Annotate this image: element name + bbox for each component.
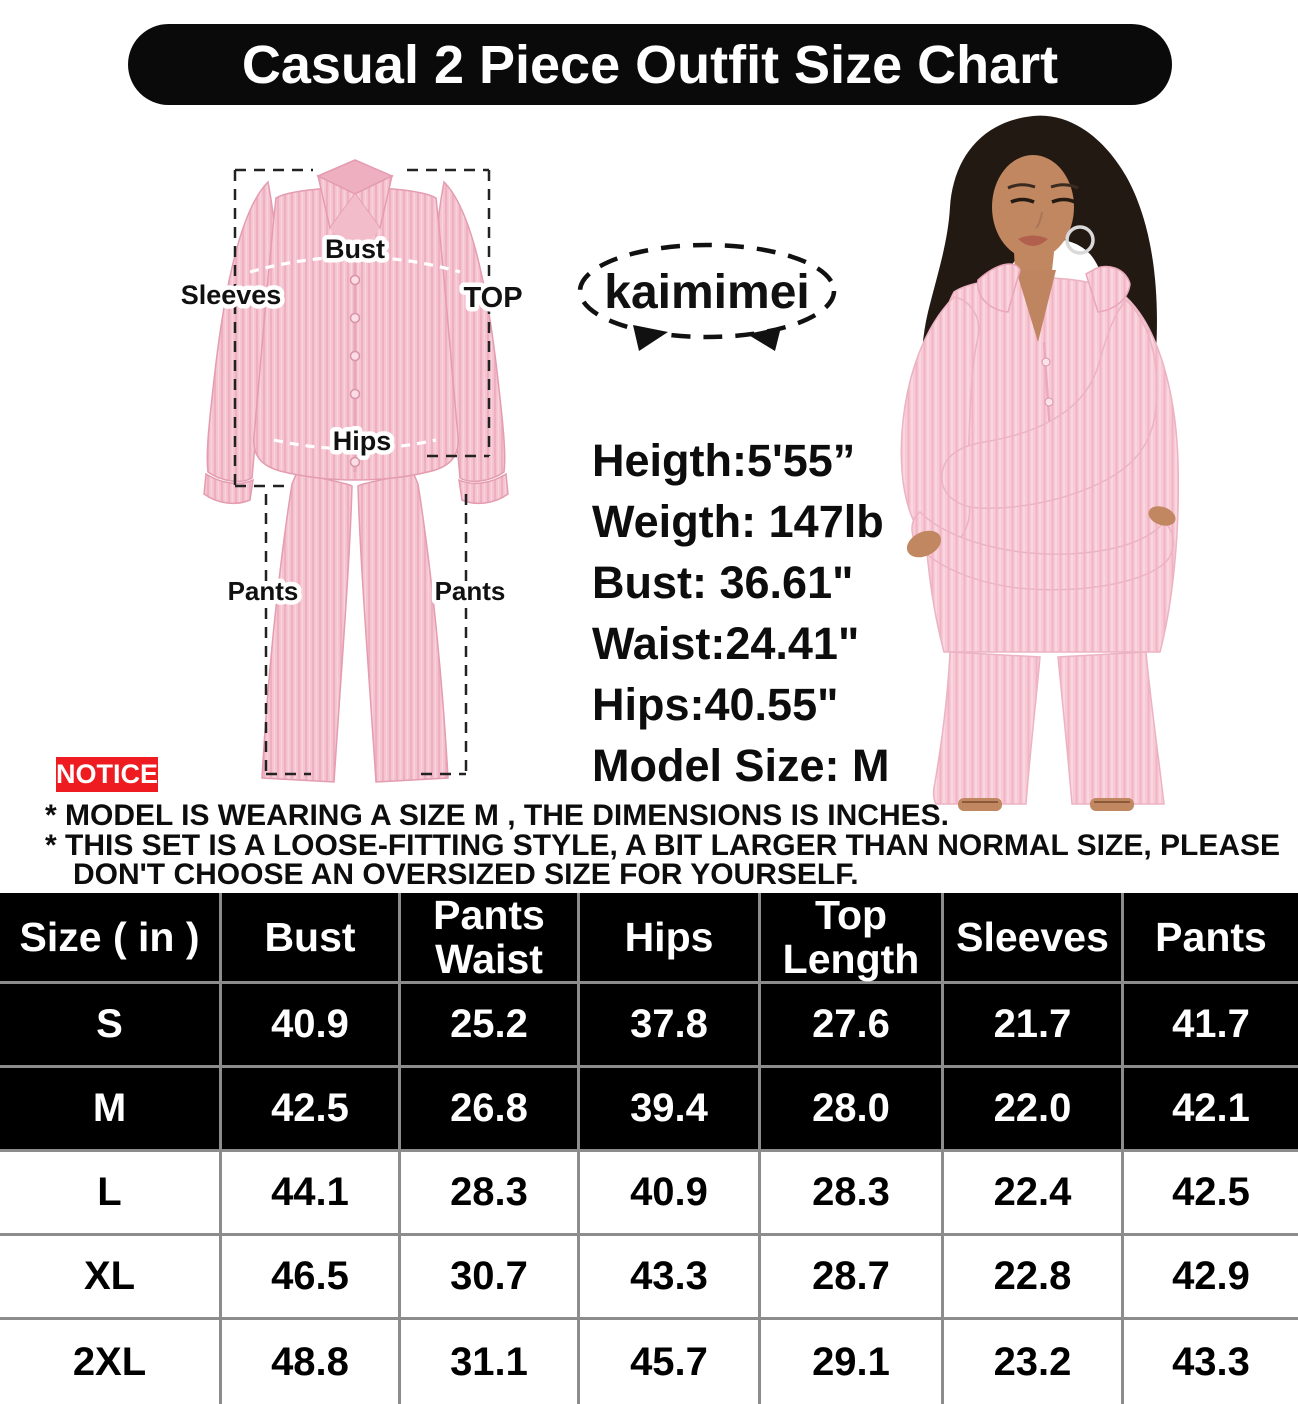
size-table-value-cell: 22.4	[944, 1152, 1121, 1233]
diagram-label-pants-right: Pants	[435, 576, 506, 606]
size-table-value-cell: 42.5	[1124, 1152, 1298, 1233]
model-photo-illustration	[900, 115, 1180, 811]
size-table-header-cell: Pants	[1124, 893, 1298, 981]
brand-logo-arrow-left	[633, 325, 668, 351]
diagram-pants	[261, 468, 449, 783]
size-table-header-cell: Hips	[580, 893, 758, 981]
size-table-row-label: L	[0, 1152, 219, 1233]
size-table-header-cell: Bust	[222, 893, 398, 981]
size-table-row-label: XL	[0, 1236, 219, 1317]
diagram-measure-lines	[233, 168, 491, 776]
model-info-waist: Waist:24.41"	[592, 618, 860, 669]
size-table-value-cell: 30.7	[401, 1236, 577, 1317]
model-face	[992, 155, 1074, 259]
size-table-value-cell: 29.1	[761, 1320, 941, 1404]
diagram-label-bust: Bust	[325, 234, 385, 264]
diagram-curve-lines	[249, 255, 461, 451]
size-table-value-cell: 25.2	[401, 984, 577, 1065]
model-feet	[958, 798, 1134, 811]
model-face-features	[1007, 183, 1079, 246]
size-table-value-cell: 44.1	[222, 1152, 398, 1233]
size-table-row-label: M	[0, 1068, 219, 1149]
size-table-header-cell: Sleeves	[944, 893, 1121, 981]
brand-logo-arrow-right	[747, 327, 781, 351]
size-table-row-label: S	[0, 984, 219, 1065]
model-info-size: Model Size: M	[592, 740, 890, 791]
notice-notes: * MODEL IS WEARING A SIZE M , THE DIMENS…	[45, 801, 1295, 890]
model-info-hips: Hips:40.55"	[592, 679, 839, 730]
model-hand-left	[906, 530, 942, 558]
notice-label: NOTICE	[56, 759, 159, 789]
model-pants	[932, 651, 1165, 805]
size-table-value-cell: 42.1	[1124, 1068, 1298, 1149]
size-table-value-cell: 28.3	[401, 1152, 577, 1233]
page-title: Casual 2 Piece Outfit Size Chart	[241, 34, 1059, 95]
model-chest	[1016, 270, 1056, 342]
size-table-value-cell: 45.7	[580, 1320, 758, 1404]
note-line-2: * THIS SET IS A LOOSE-FITTING STYLE, A B…	[45, 828, 1281, 862]
size-table-value-cell: 48.8	[222, 1320, 398, 1404]
model-hand-right	[1148, 506, 1176, 526]
size-table-value-cell: 31.1	[401, 1320, 577, 1404]
model-hoop-earring-icon	[1065, 225, 1095, 255]
model-collar	[977, 263, 1131, 313]
size-table-value-cell: 43.3	[580, 1236, 758, 1317]
size-table-value-cell: 23.2	[944, 1320, 1121, 1404]
size-table-value-cell: 27.6	[761, 984, 941, 1065]
size-table-value-cell: 39.4	[580, 1068, 758, 1149]
note-line-1: * MODEL IS WEARING A SIZE M , THE DIMENS…	[45, 799, 949, 832]
size-table-row-label: 2XL	[0, 1320, 219, 1404]
size-table-value-cell: 40.9	[222, 984, 398, 1065]
diagram-label-sleeves: Sleeves	[181, 280, 282, 310]
model-info-height: Heigth:5'55”	[592, 435, 856, 486]
brand-logo-ellipse	[577, 242, 837, 340]
size-table-header-cell: Pants Waist	[401, 893, 577, 981]
size-table-value-cell: 22.8	[944, 1236, 1121, 1317]
note-line-2-continuation: DON'T CHOOSE AN OVERSIZED SIZE FOR YOURS…	[73, 858, 859, 891]
notice-badge: NOTICE	[56, 757, 158, 792]
diagram-shirt-sleeves	[203, 180, 509, 505]
brand-logo: kaimimei	[577, 242, 837, 351]
diagram-label-hips: Hips	[333, 426, 392, 456]
size-table-value-cell: 22.0	[944, 1068, 1121, 1149]
garment-diagram: Bust Sleeves TOP Hips Pants Pants	[176, 159, 527, 783]
model-info-bust: Bust: 36.61"	[592, 557, 854, 608]
diagram-label-top: TOP	[463, 282, 522, 314]
model-crossed-arms	[900, 296, 1174, 591]
size-table-value-cell: 37.8	[580, 984, 758, 1065]
size-table-value-cell: 28.3	[761, 1152, 941, 1233]
brand-name: kaimimei	[604, 266, 809, 319]
size-table-value-cell: 41.7	[1124, 984, 1298, 1065]
title-banner: Casual 2 Piece Outfit Size Chart	[128, 24, 1172, 105]
diagram-label-pants-left: Pants	[228, 576, 299, 606]
size-table-value-cell: 46.5	[222, 1236, 398, 1317]
size-table-header-cell: Top Length	[761, 893, 941, 981]
size-table-value-cell: 28.7	[761, 1236, 941, 1317]
size-table-value-cell: 21.7	[944, 984, 1121, 1065]
size-table-value-cell: 40.9	[580, 1152, 758, 1233]
model-info-list: Heigth:5'55” Weigth: 147lb Bust: 36.61" …	[592, 430, 890, 796]
size-table-value-cell: 42.5	[222, 1068, 398, 1149]
size-table: Size ( in ) Bust Pants Waist Hips Top Length…	[0, 893, 1298, 1404]
size-table-value-cell: 42.9	[1124, 1236, 1298, 1317]
model-info-weight: Weigth: 147lb	[592, 496, 884, 547]
size-table-value-cell: 43.3	[1124, 1320, 1298, 1404]
size-table-value-cell: 28.0	[761, 1068, 941, 1149]
size-table-header-cell: Size ( in )	[0, 893, 219, 981]
size-table-value-cell: 26.8	[401, 1068, 577, 1149]
